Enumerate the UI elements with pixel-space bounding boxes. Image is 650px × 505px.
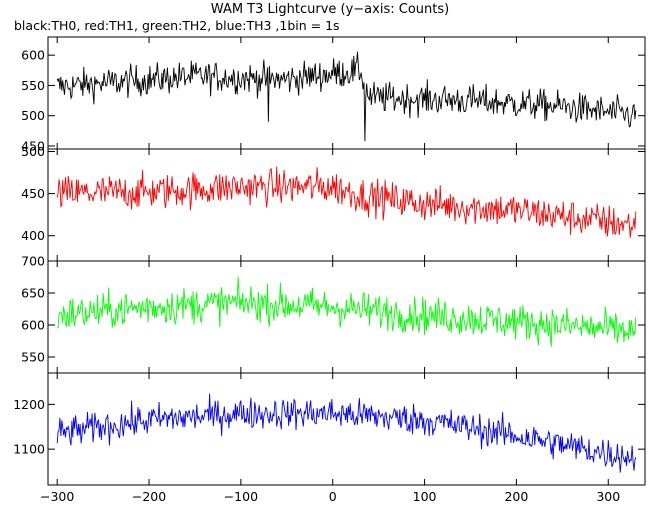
y-tick-label: 400 xyxy=(21,228,45,243)
series-line-th1 xyxy=(56,166,637,238)
y-tick-label: 600 xyxy=(21,318,45,333)
panel-frame xyxy=(47,260,646,374)
x-tick-label: 200 xyxy=(504,489,528,504)
x-tick-label: −300 xyxy=(40,489,74,504)
y-tick-label: 700 xyxy=(21,254,45,269)
y-tick-label: 600 xyxy=(21,48,45,63)
x-tick-label: 100 xyxy=(413,489,437,504)
series-line-th0 xyxy=(56,51,637,142)
panel-frame xyxy=(47,36,646,150)
y-tick-label: 500 xyxy=(21,144,45,159)
series-line-th3 xyxy=(56,393,637,473)
y-tick-label: 450 xyxy=(21,186,45,201)
series-line-th2 xyxy=(56,276,637,347)
y-tick-label: 1200 xyxy=(13,397,45,412)
x-tick-label: 300 xyxy=(596,489,620,504)
x-tick-label: −100 xyxy=(224,489,258,504)
x-tick-label: 0 xyxy=(329,489,337,504)
panels-group: 4505005506004004505005506006507001100120… xyxy=(13,36,646,504)
y-tick-label: 1100 xyxy=(13,442,45,457)
chart-title: WAM T3 Lightcurve (y−axis: Counts) xyxy=(211,2,449,17)
y-tick-label: 450 xyxy=(21,138,45,153)
x-tick-label: −200 xyxy=(132,489,166,504)
y-tick-label: 500 xyxy=(21,108,45,123)
y-tick-label: 550 xyxy=(21,78,45,93)
chart-subtitle: black:TH0, red:TH1, green:TH2, blue:TH3 … xyxy=(14,18,340,33)
panel-frame xyxy=(47,372,646,486)
y-tick-label: 550 xyxy=(21,350,45,365)
y-tick-label: 650 xyxy=(21,286,45,301)
